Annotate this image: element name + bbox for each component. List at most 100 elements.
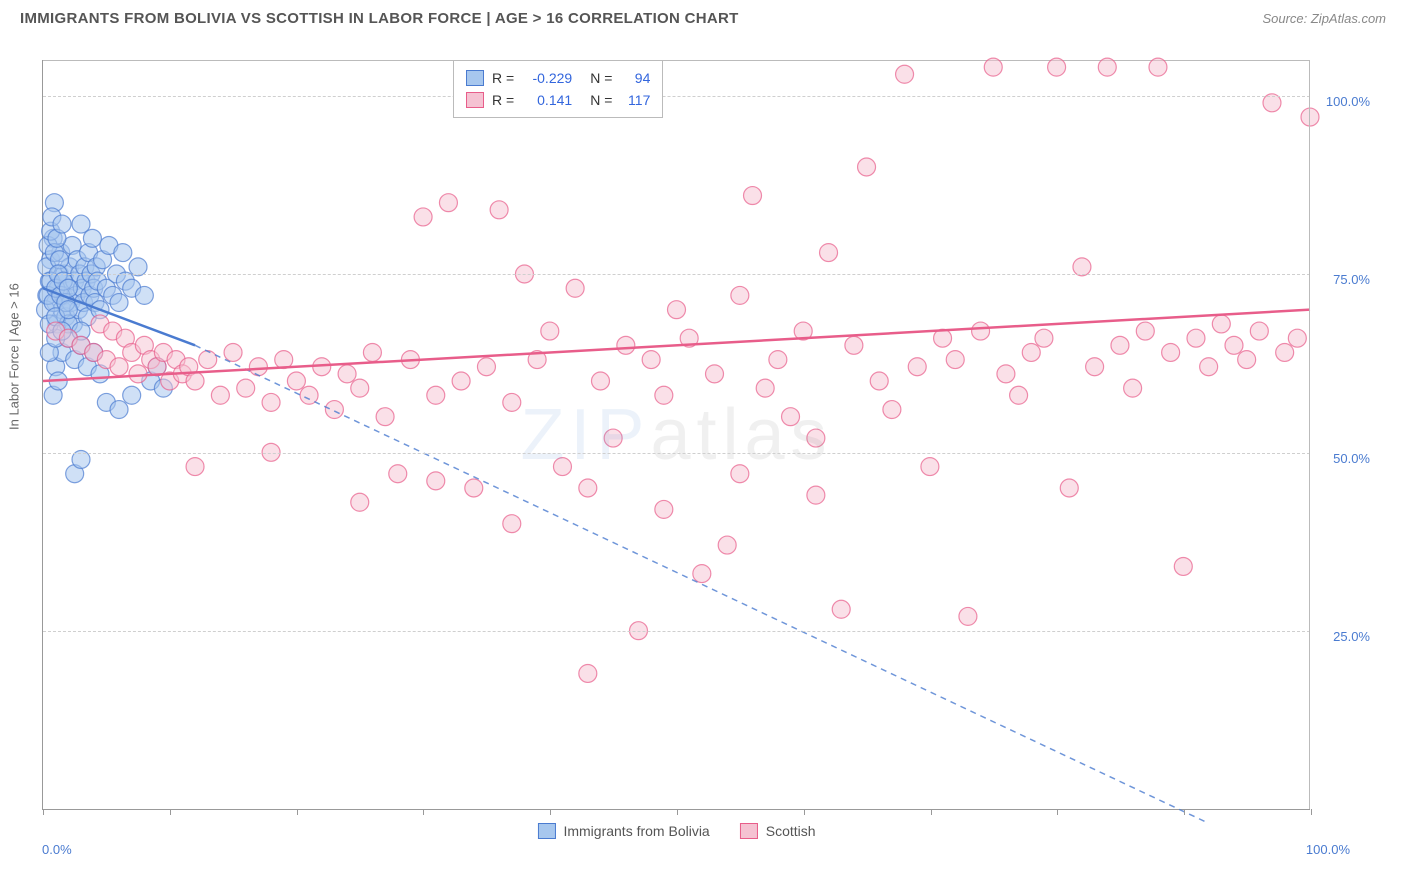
data-point-scottish — [503, 515, 521, 533]
data-point-bolivia — [135, 286, 153, 304]
y-tick-label: 75.0% — [1333, 272, 1370, 287]
gridline — [43, 453, 1310, 454]
data-point-scottish — [503, 393, 521, 411]
data-point-scottish — [1136, 322, 1154, 340]
data-point-scottish — [591, 372, 609, 390]
data-point-bolivia — [110, 294, 128, 312]
data-point-scottish — [1086, 358, 1104, 376]
data-point-bolivia — [110, 401, 128, 419]
data-point-scottish — [325, 401, 343, 419]
data-point-scottish — [224, 343, 242, 361]
data-point-scottish — [579, 479, 597, 497]
data-point-scottish — [706, 365, 724, 383]
x-max-label: 100.0% — [1306, 842, 1350, 857]
data-point-scottish — [249, 358, 267, 376]
legend-top-row-scottish: R =0.141N =117 — [466, 89, 650, 111]
legend-top-row-bolivia: R =-0.229N =94 — [466, 67, 650, 89]
data-point-scottish — [1162, 343, 1180, 361]
data-point-scottish — [1022, 343, 1040, 361]
data-point-scottish — [490, 201, 508, 219]
legend-series-label: Immigrants from Bolivia — [563, 823, 709, 839]
legend-swatch — [740, 823, 758, 839]
data-point-scottish — [1174, 557, 1192, 575]
n-value: 117 — [620, 89, 650, 111]
data-point-bolivia — [129, 258, 147, 276]
data-point-bolivia — [114, 244, 132, 262]
data-point-scottish — [1276, 343, 1294, 361]
data-point-scottish — [1010, 386, 1028, 404]
data-point-scottish — [668, 301, 686, 319]
data-point-scottish — [617, 336, 635, 354]
data-point-scottish — [782, 408, 800, 426]
data-point-scottish — [1200, 358, 1218, 376]
n-label: N = — [590, 67, 612, 89]
legend-series-label: Scottish — [766, 823, 816, 839]
data-point-scottish — [731, 286, 749, 304]
data-point-scottish — [642, 351, 660, 369]
data-point-scottish — [1060, 479, 1078, 497]
x-tick — [1057, 809, 1058, 815]
correlation-legend: R =-0.229N =94R =0.141N =117 — [453, 60, 663, 118]
data-point-bolivia — [123, 386, 141, 404]
data-point-scottish — [199, 351, 217, 369]
data-point-scottish — [718, 536, 736, 554]
data-point-scottish — [1225, 336, 1243, 354]
data-point-scottish — [693, 565, 711, 583]
gridline — [43, 274, 1310, 275]
chart-title: IMMIGRANTS FROM BOLIVIA VS SCOTTISH IN L… — [20, 10, 739, 27]
data-point-scottish — [858, 158, 876, 176]
x-tick — [423, 809, 424, 815]
data-point-scottish — [744, 187, 762, 205]
legend-item-scottish: Scottish — [740, 823, 816, 839]
data-point-scottish — [870, 372, 888, 390]
data-point-scottish — [477, 358, 495, 376]
data-point-scottish — [427, 386, 445, 404]
y-tick-label: 100.0% — [1326, 94, 1370, 109]
data-point-scottish — [1149, 58, 1167, 76]
data-point-scottish — [769, 351, 787, 369]
data-point-scottish — [1212, 315, 1230, 333]
r-value: -0.229 — [522, 67, 572, 89]
x-min-label: 0.0% — [42, 842, 72, 857]
data-point-scottish — [186, 458, 204, 476]
data-point-scottish — [972, 322, 990, 340]
y-axis-title: In Labor Force | Age > 16 — [7, 283, 22, 430]
source-attribution: Source: ZipAtlas.com — [1262, 11, 1386, 26]
trend-extrapolation-bolivia — [195, 345, 1209, 823]
data-point-scottish — [1238, 351, 1256, 369]
data-point-scottish — [541, 322, 559, 340]
x-tick — [43, 809, 44, 815]
x-tick — [550, 809, 551, 815]
data-point-scottish — [465, 479, 483, 497]
data-point-scottish — [984, 58, 1002, 76]
data-point-scottish — [186, 372, 204, 390]
series-legend: Immigrants from Bolivia Scottish — [537, 823, 815, 839]
x-tick — [170, 809, 171, 815]
data-point-scottish — [997, 365, 1015, 383]
data-point-scottish — [946, 351, 964, 369]
data-point-scottish — [237, 379, 255, 397]
data-point-bolivia — [83, 229, 101, 247]
data-point-scottish — [921, 458, 939, 476]
x-tick — [1311, 809, 1312, 815]
data-point-scottish — [110, 358, 128, 376]
x-tick — [804, 809, 805, 815]
data-point-scottish — [363, 343, 381, 361]
legend-swatch — [537, 823, 555, 839]
data-point-scottish — [1288, 329, 1306, 347]
data-point-scottish — [287, 372, 305, 390]
data-point-scottish — [427, 472, 445, 490]
r-value: 0.141 — [522, 89, 572, 111]
data-point-scottish — [896, 65, 914, 83]
data-point-scottish — [452, 372, 470, 390]
data-point-scottish — [807, 429, 825, 447]
data-point-scottish — [756, 379, 774, 397]
data-point-scottish — [553, 458, 571, 476]
data-point-scottish — [579, 664, 597, 682]
data-point-scottish — [1301, 108, 1319, 126]
data-point-scottish — [376, 408, 394, 426]
r-label: R = — [492, 89, 514, 111]
data-point-scottish — [351, 493, 369, 511]
data-point-scottish — [129, 365, 147, 383]
data-point-scottish — [845, 336, 863, 354]
